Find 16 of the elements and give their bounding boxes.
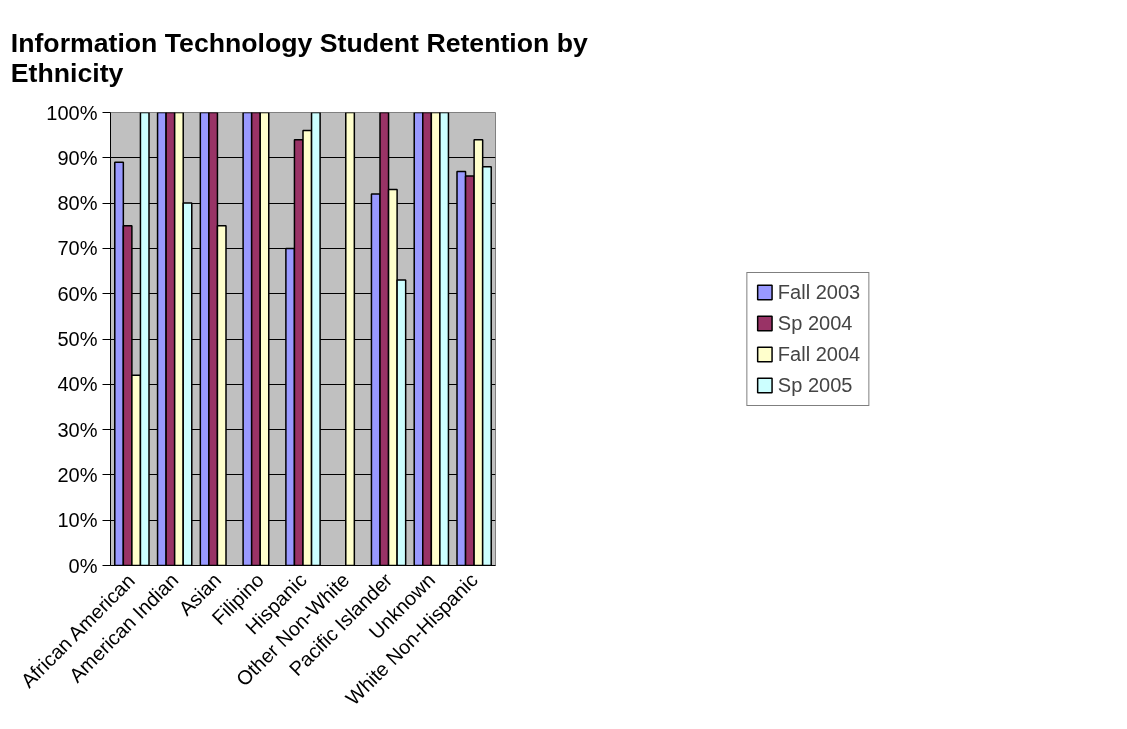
y-tick-label: 70% [57, 237, 98, 260]
y-tick-label: 40% [57, 373, 98, 396]
y-tick-label: 100% [46, 101, 98, 124]
y-tick-label: 20% [57, 463, 98, 486]
y-tick-label: 10% [57, 509, 98, 532]
legend-label: Sp 2004 [777, 311, 853, 335]
y-tick-label: 50% [57, 328, 98, 350]
y-tick-label: 90% [57, 146, 98, 169]
y-tick-label: 30% [57, 418, 98, 441]
y-tick-label: 0% [68, 554, 98, 577]
legend-label: Fall 2003 [777, 280, 861, 304]
chart-title: Information Technology Student Retention by Ethnicity [10, 27, 588, 88]
legend-label: Fall 2004 [777, 342, 861, 366]
y-tick-label: 60% [57, 282, 98, 305]
y-tick-label: 80% [57, 192, 98, 215]
legend-label: Sp 2005 [777, 373, 853, 397]
